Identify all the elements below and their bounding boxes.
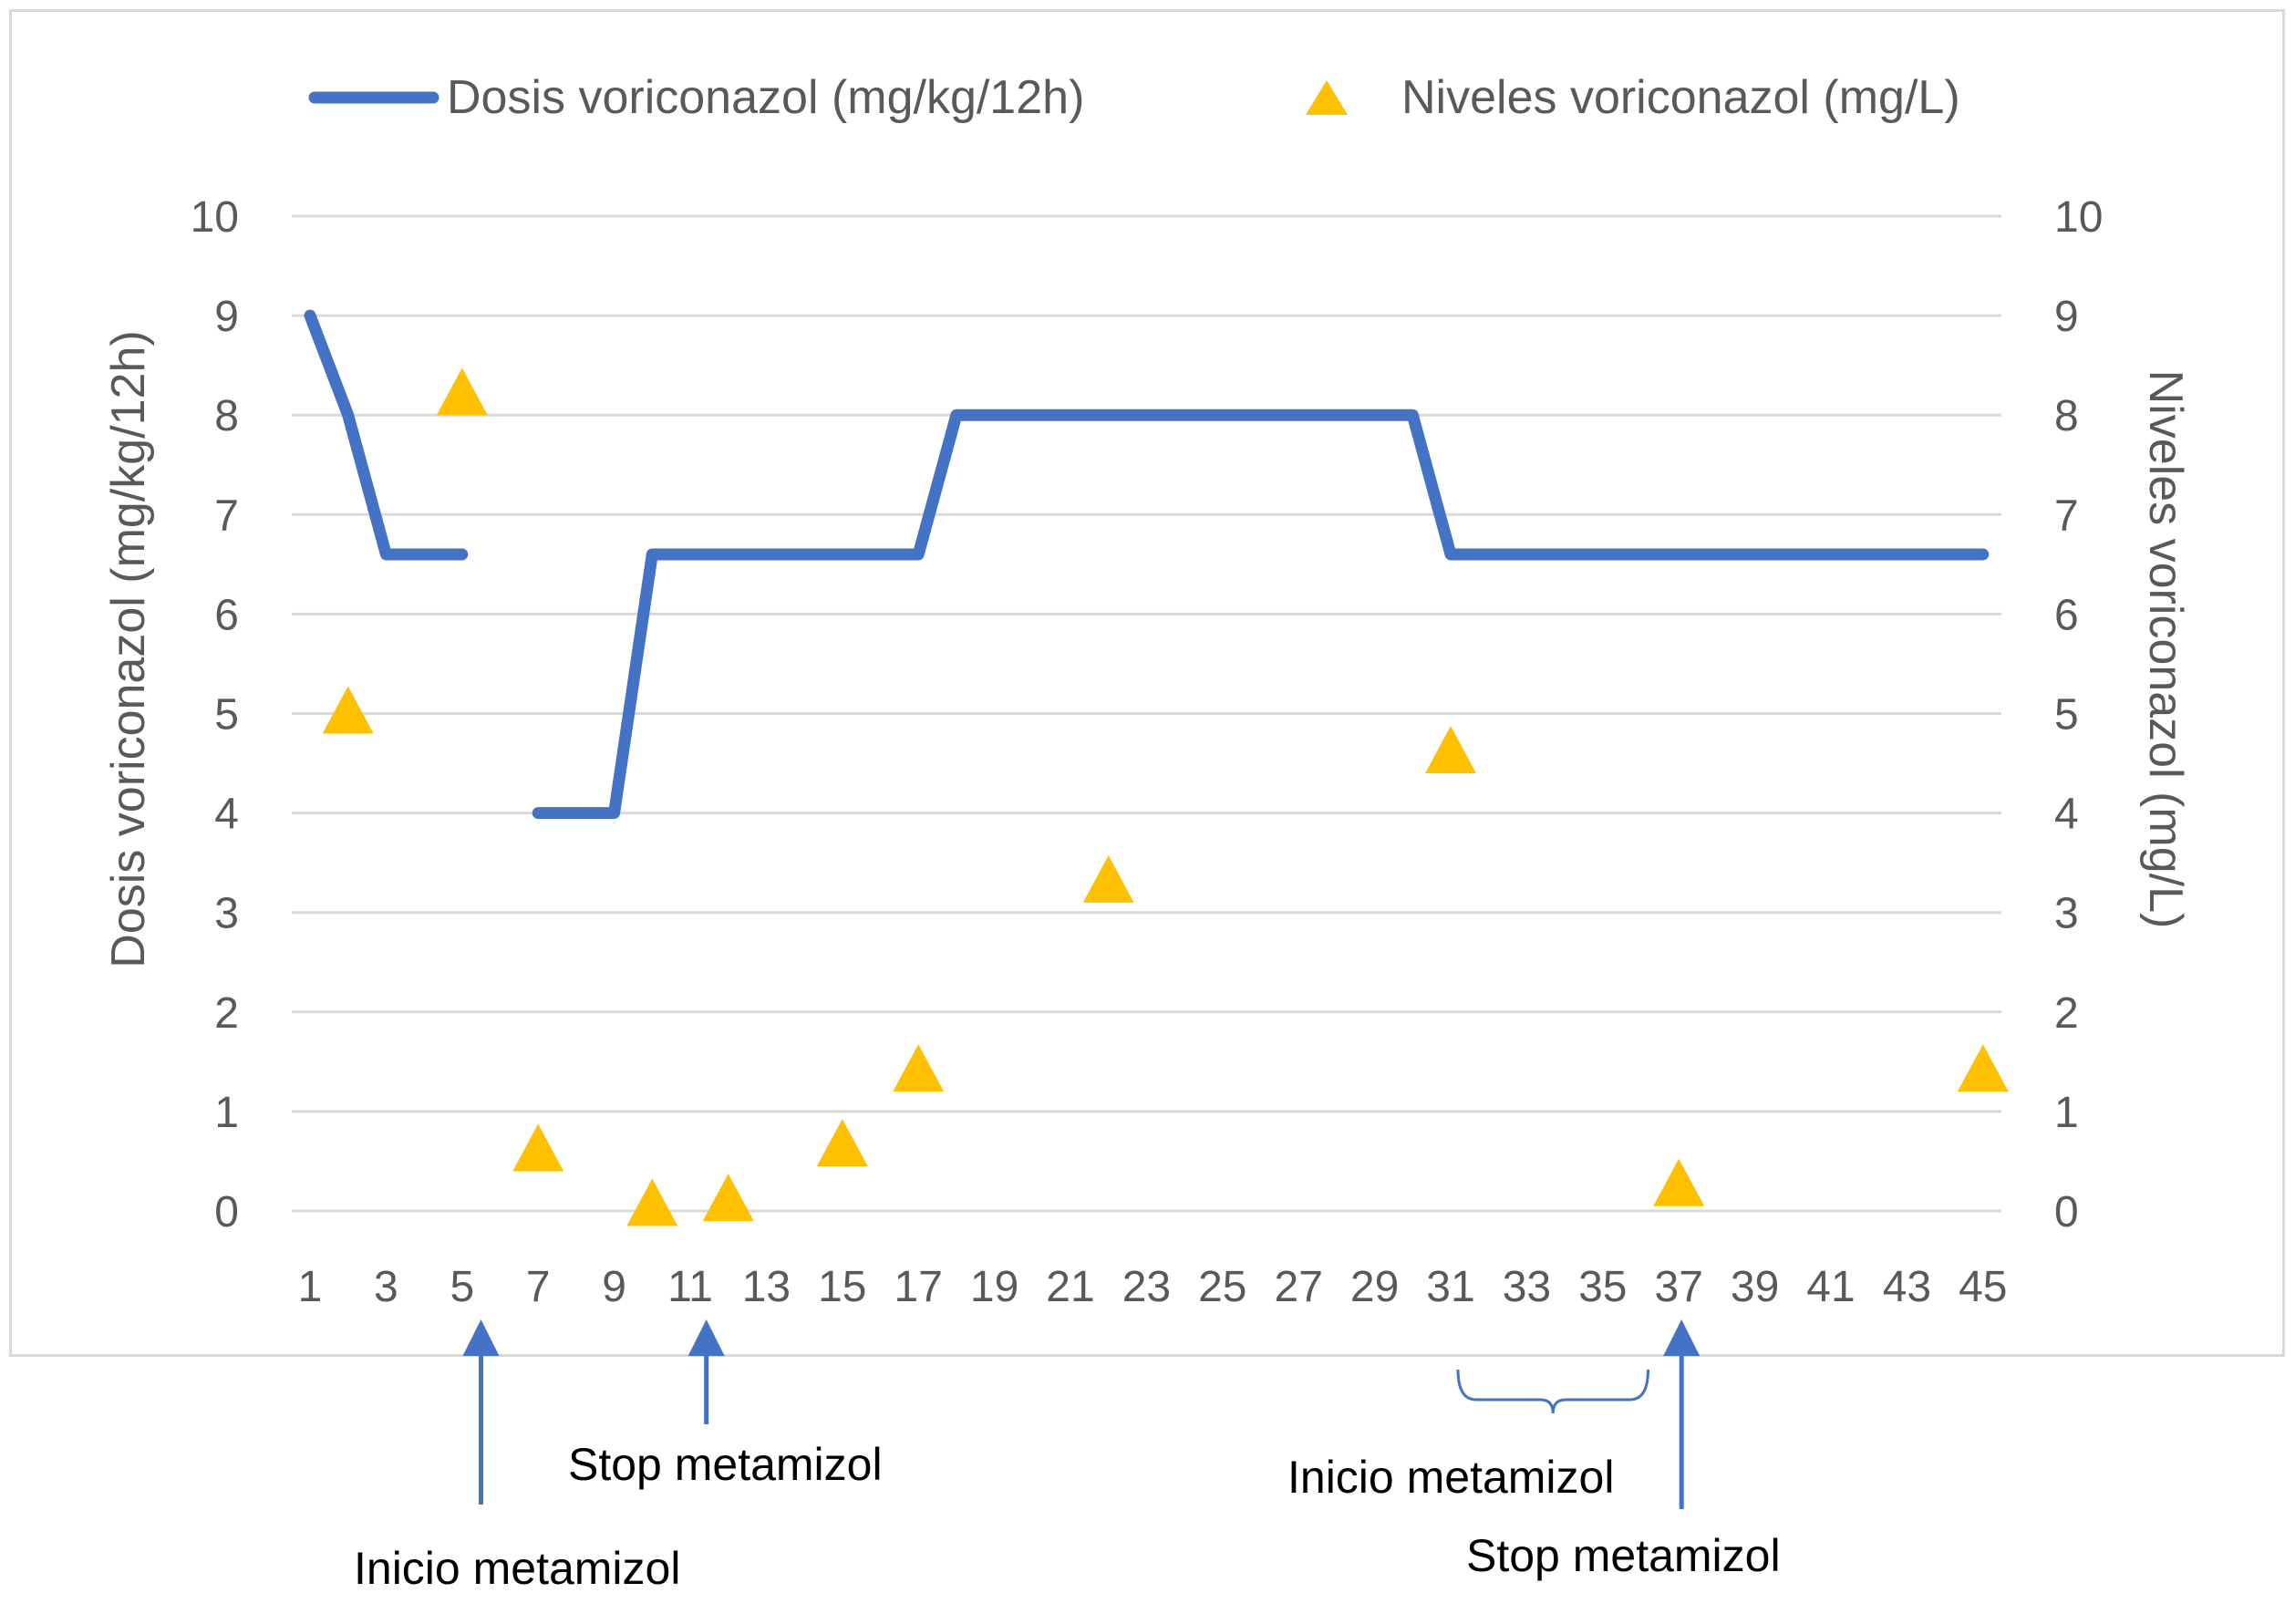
- dosis-line-segment: [304, 309, 469, 561]
- x-tick-label: 1: [298, 1263, 323, 1311]
- annotations: Inicio metamizol Stop metamizol Inicio met…: [354, 1319, 1781, 1594]
- x-tick-label: 5: [450, 1263, 474, 1311]
- y-right-tick-label: 7: [2054, 491, 2079, 540]
- legend-triangle-swatch: [1306, 80, 1348, 115]
- niveles-triangle-point: [893, 1044, 945, 1092]
- x-tick-label: 9: [602, 1263, 626, 1311]
- x-tick-label: 19: [970, 1263, 1018, 1311]
- legend-label-niveles: Niveles voriconazol (mg/L): [1401, 71, 1960, 124]
- y-left-tick-label: 6: [214, 591, 239, 639]
- x-tick-label: 15: [818, 1263, 866, 1311]
- x-tick-label: 13: [742, 1263, 791, 1311]
- niveles-triangle-point: [436, 367, 488, 416]
- y-right-tick-label: 6: [2054, 591, 2079, 639]
- y-left-tick-label: 0: [214, 1188, 239, 1236]
- x-tick-label: 45: [1959, 1263, 2007, 1311]
- niveles-triangle-point: [1957, 1044, 2009, 1092]
- y-left-tick-label: 4: [214, 791, 239, 839]
- y-axis-right-ticks: 0 1 2 3 4 5 6 7 8 9 10: [2054, 193, 2103, 1236]
- x-tick-label: 17: [894, 1263, 943, 1311]
- legend-label-dosis: Dosis voriconazol (mg/kg/12h): [447, 71, 1084, 124]
- dosis-line-segment: [532, 409, 1990, 820]
- niveles-triangle-point: [702, 1174, 754, 1222]
- y-right-tick-label: 9: [2054, 293, 2079, 341]
- y-left-tick-label: 7: [214, 491, 239, 540]
- x-tick-label: 3: [374, 1263, 398, 1311]
- metamizol-arrow-3-head: [1663, 1319, 1701, 1356]
- y-right-tick-label: 4: [2054, 791, 2079, 839]
- y-right-tick-label: 0: [2054, 1188, 2079, 1236]
- y-left-tick-label: 8: [214, 392, 239, 440]
- y-left-tick-label: 3: [214, 890, 239, 938]
- y-right-tick-label: 8: [2054, 392, 2079, 440]
- y-right-tick-label: 3: [2054, 890, 2079, 938]
- x-tick-label: 29: [1350, 1263, 1399, 1311]
- y-left-tick-label: 9: [214, 293, 239, 341]
- chart-frame: [9, 9, 2285, 1357]
- x-tick-label: 31: [1426, 1263, 1474, 1311]
- y-left-tick-label: 1: [214, 1089, 239, 1137]
- y-left-tick-label: 5: [214, 691, 239, 740]
- annotation-label: Inicio metamizol: [354, 1543, 680, 1594]
- legend: Dosis voriconazol (mg/kg/12h) Niveles vo…: [308, 71, 1960, 124]
- annotation-label: Stop metamizol: [568, 1439, 883, 1490]
- y-right-tick-label: 2: [2054, 989, 2079, 1038]
- x-tick-label: 21: [1046, 1263, 1094, 1311]
- x-tick-label: 25: [1198, 1263, 1246, 1311]
- x-tick-label: 37: [1655, 1263, 1703, 1311]
- annotation-label: Inicio metamizol: [1287, 1452, 1614, 1503]
- x-tick-label: 11: [667, 1263, 713, 1311]
- x-tick-label: 41: [1806, 1263, 1855, 1311]
- x-tick-label: 33: [1503, 1263, 1551, 1311]
- x-tick-label: 27: [1275, 1263, 1323, 1311]
- niveles-triangle-point: [1425, 726, 1476, 774]
- y-right-tick-label: 5: [2054, 691, 2079, 740]
- y-axis-left-ticks: 0 1 2 3 4 5 6 7 8 9 10: [191, 193, 239, 1236]
- y-right-tick-label: 10: [2054, 193, 2103, 242]
- niveles-triangle-point: [1653, 1158, 1705, 1206]
- metamizol-bracket: [1456, 1369, 1649, 1414]
- x-axis-ticks: 1 3 5 7 9 11 13 15 17 19 21 23 25 27 29 31 33 35 37 39 41 43 4…: [298, 1263, 2008, 1311]
- y-left-tick-label: 10: [191, 193, 239, 242]
- gridlines: [292, 214, 2001, 1213]
- y-axis-right-title: Niveles voriconazol (mg/L): [2139, 370, 2192, 929]
- x-tick-label: 43: [1883, 1263, 1931, 1311]
- y-right-tick-label: 1: [2054, 1089, 2079, 1137]
- y-left-tick-label: 2: [214, 989, 239, 1038]
- y-axis-left-title: Dosis voriconazol (mg/kg/12h): [102, 330, 155, 967]
- niveles-triangle-point: [1082, 854, 1134, 903]
- niveles-triangle-point: [512, 1123, 564, 1172]
- x-tick-label: 7: [526, 1263, 551, 1311]
- x-tick-label: 39: [1731, 1263, 1779, 1311]
- metamizol-arrow-1-head: [687, 1319, 725, 1356]
- niveles-triangle-point: [816, 1119, 868, 1167]
- annotation-label: Stop metamizol: [1466, 1530, 1781, 1581]
- x-tick-label: 23: [1122, 1263, 1171, 1311]
- metamizol-arrow-0-head: [462, 1319, 500, 1356]
- x-tick-label: 35: [1578, 1263, 1627, 1311]
- niveles-triangle-point: [322, 686, 374, 734]
- niveles-triangle-point: [626, 1178, 678, 1226]
- series-layer: [304, 309, 2009, 1226]
